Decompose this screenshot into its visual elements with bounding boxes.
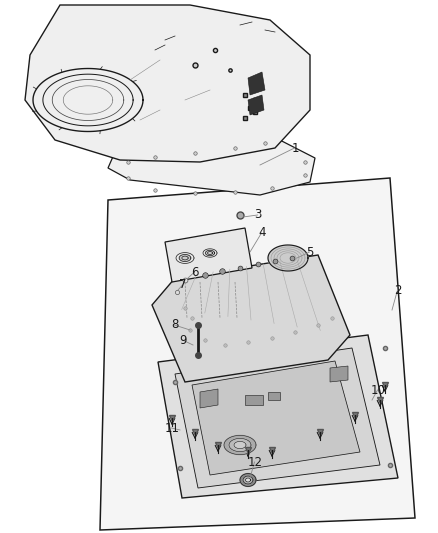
Polygon shape (205, 250, 215, 256)
Polygon shape (100, 178, 415, 530)
Polygon shape (200, 389, 218, 408)
Polygon shape (246, 478, 251, 482)
Polygon shape (229, 439, 251, 451)
Text: 1: 1 (291, 141, 299, 155)
Polygon shape (240, 474, 256, 487)
Polygon shape (152, 255, 350, 382)
Polygon shape (268, 392, 280, 400)
Text: 12: 12 (247, 456, 262, 469)
Polygon shape (243, 476, 253, 484)
Polygon shape (224, 435, 256, 455)
Polygon shape (192, 361, 360, 475)
Text: 5: 5 (306, 246, 314, 259)
Text: 2: 2 (394, 284, 402, 296)
Polygon shape (234, 441, 246, 449)
Text: 8: 8 (171, 319, 179, 332)
Polygon shape (158, 335, 398, 498)
Polygon shape (25, 5, 310, 162)
Polygon shape (108, 135, 315, 195)
Polygon shape (175, 348, 380, 488)
Text: 10: 10 (371, 384, 385, 397)
Polygon shape (330, 366, 348, 382)
Polygon shape (179, 254, 191, 262)
Text: 9: 9 (179, 334, 187, 346)
Polygon shape (245, 395, 263, 405)
Polygon shape (248, 95, 264, 115)
Text: 7: 7 (179, 279, 187, 292)
Polygon shape (165, 228, 252, 282)
Polygon shape (268, 245, 308, 271)
Polygon shape (248, 72, 265, 95)
Text: 11: 11 (165, 422, 180, 434)
Text: 6: 6 (191, 265, 199, 279)
Text: 3: 3 (254, 208, 261, 222)
Text: 4: 4 (258, 227, 266, 239)
